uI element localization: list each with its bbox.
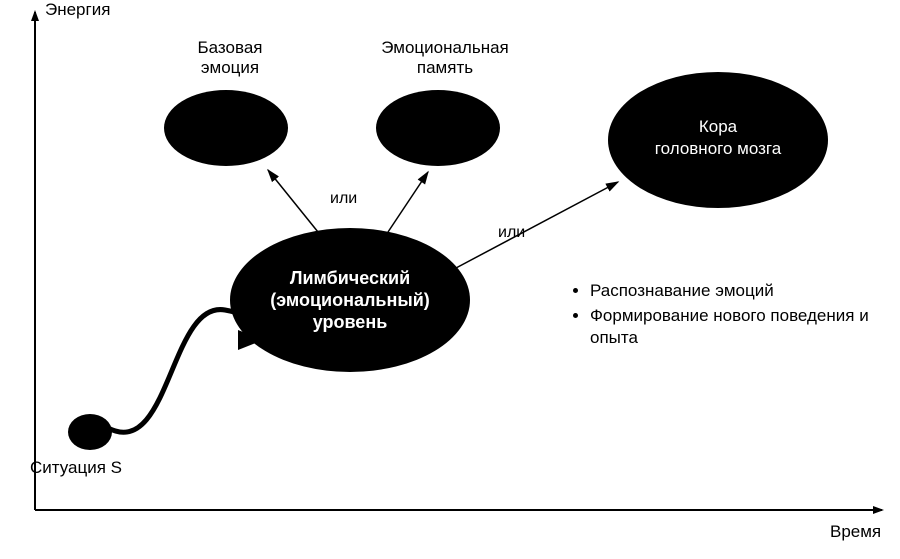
node-emo-memory (376, 90, 500, 166)
x-axis-label: Время (830, 522, 881, 542)
node-basic-emotion (164, 90, 288, 166)
node-emo-memory-label-1: Эмоциональная (381, 38, 509, 57)
edge-limbic-to-basic (268, 170, 318, 232)
edge-s-to-limbic (108, 310, 258, 433)
y-axis-label: Энергия (45, 0, 110, 20)
node-situation-label: Ситуация S (30, 458, 150, 478)
node-limbic-text-2: (эмоциональный) (270, 290, 430, 310)
node-basic-emotion-label-1: Базовая (198, 38, 263, 57)
node-basic-emotion-label-2: эмоция (201, 58, 259, 77)
node-limbic-text-1: Лимбический (290, 268, 410, 288)
edge-limbic-to-memory (388, 172, 428, 232)
node-cortex-text-2: головного мозга (655, 139, 782, 158)
bullet-list: Распознавание эмоций Формирование нового… (570, 280, 870, 352)
node-situation (68, 414, 112, 450)
diagram-root: { "canvas": { "width": 900, "height": 55… (0, 0, 900, 559)
bullet-item-2: Формирование нового поведения и опыта (590, 305, 870, 348)
node-emo-memory-label-2: память (417, 58, 473, 77)
edge-label-or-2: или (498, 224, 525, 242)
node-limbic-text-3: уровень (313, 312, 388, 332)
node-emo-memory-label: Эмоциональная память (360, 38, 530, 79)
node-cortex-text-1: Кора (699, 117, 738, 136)
edge-limbic-to-cortex (456, 182, 618, 268)
node-basic-emotion-label: Базовая эмоция (170, 38, 290, 79)
bullet-item-1: Распознавание эмоций (590, 280, 870, 301)
edge-label-or-1: или (330, 190, 357, 208)
